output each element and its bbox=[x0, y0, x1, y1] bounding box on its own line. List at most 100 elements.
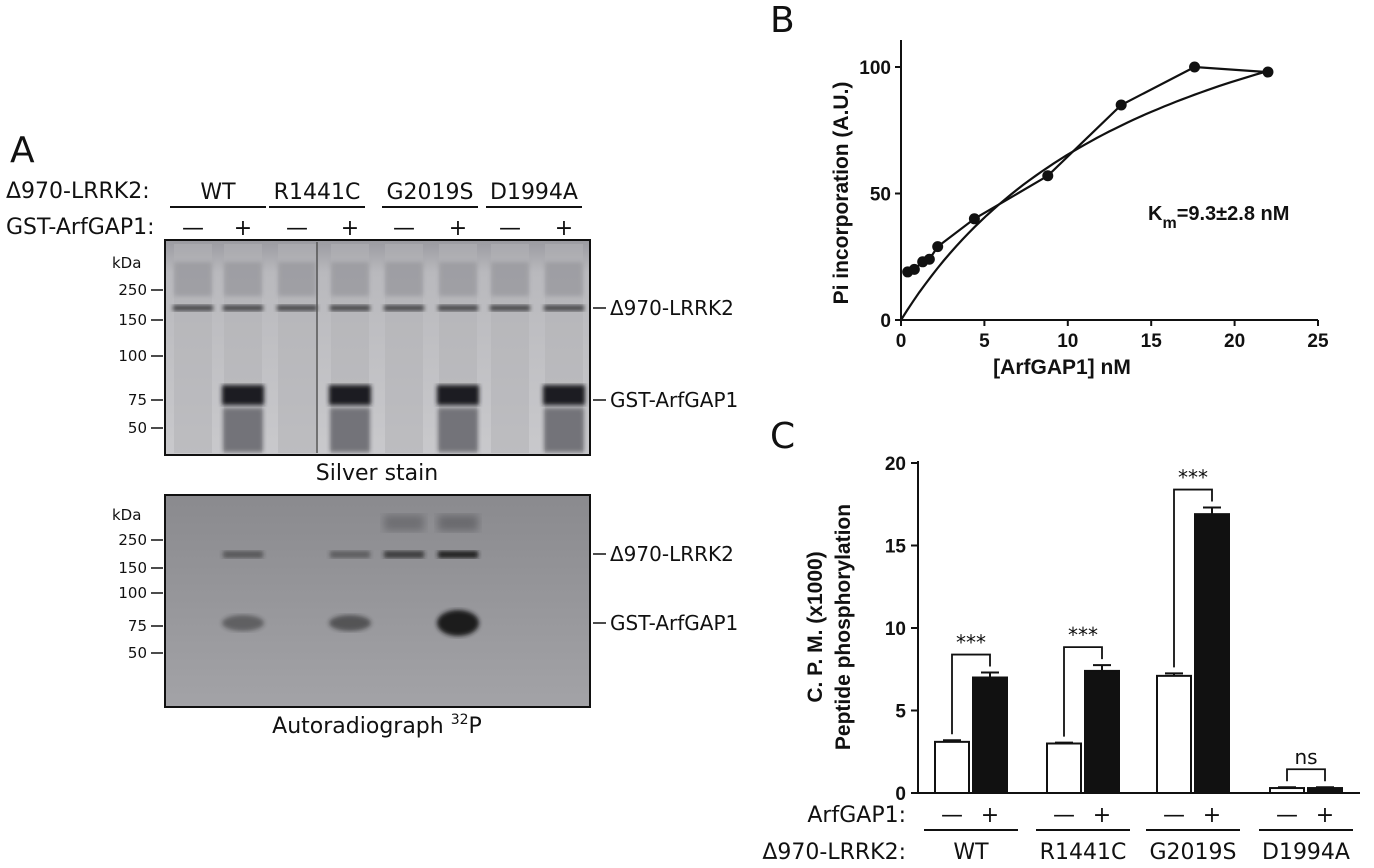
b-connecting-line bbox=[907, 65, 1269, 273]
c-bar-g2019s-minus bbox=[1156, 674, 1192, 794]
silver-band-smear-low bbox=[438, 408, 478, 452]
silver-band-smear-low bbox=[223, 408, 263, 452]
silver-smear bbox=[174, 262, 212, 296]
km-value: =9.3±2.8 nM bbox=[1177, 203, 1290, 225]
lane-plus-sign: + bbox=[449, 216, 467, 241]
auto-kda-label: kDa bbox=[112, 506, 141, 524]
mw-marker-75: 75 bbox=[128, 391, 147, 409]
b-data-point bbox=[923, 253, 935, 265]
c-significance-bracket bbox=[1286, 768, 1326, 782]
silver-gap-band-label: GST-ArfGAP1 bbox=[610, 388, 738, 412]
silver-band-lrrk2 bbox=[490, 305, 530, 311]
auto-band-lrrk2 bbox=[330, 551, 370, 558]
c-group-label-wt: WT bbox=[953, 840, 989, 865]
silver-kda-label: kDa bbox=[112, 254, 141, 272]
panel-c-letter: C bbox=[770, 416, 795, 457]
km-k: K bbox=[1148, 203, 1163, 225]
panel-c-bars bbox=[934, 506, 1343, 795]
silver-band-gst-arfgap1 bbox=[437, 385, 479, 405]
panel-b-fit-curve bbox=[900, 69, 1269, 321]
c-bar-wt-plus bbox=[972, 676, 1008, 794]
c-significance-label: *** bbox=[956, 631, 986, 655]
b-x-tick-label: 10 bbox=[1057, 331, 1078, 352]
group-header-d1994a: D1994A bbox=[490, 180, 578, 205]
group-header-wt: WT bbox=[200, 180, 236, 205]
silver-band-lrrk2 bbox=[277, 305, 317, 311]
b-data-point bbox=[932, 241, 944, 253]
lane-plus-sign: + bbox=[234, 216, 252, 241]
silver-band-lrrk2 bbox=[330, 305, 370, 311]
lane-signs: — + — + — + — + bbox=[182, 216, 573, 241]
gst-arfgap1-row-label: GST-ArfGAP1: bbox=[6, 215, 155, 240]
km-annotation: Km=9.3±2.8 nM bbox=[1148, 203, 1289, 232]
c-significance-label: *** bbox=[1178, 466, 1208, 490]
panel-c-lrrk2-row-label: Δ970-LRRK2: bbox=[762, 840, 906, 865]
lane-minus-sign: — bbox=[286, 216, 308, 241]
b-y-tick-label: 50 bbox=[870, 185, 891, 206]
silver-lrrk2-band-label: Δ970-LRRK2 bbox=[610, 296, 734, 320]
auto-bands bbox=[222, 515, 479, 636]
c-plus-sign: + bbox=[1316, 803, 1334, 828]
auto-band-lrrk2 bbox=[384, 551, 424, 558]
silver-smear bbox=[491, 262, 529, 296]
silver-mw-markers: 250 150 100 75 50 bbox=[118, 281, 163, 437]
lrrk2-row-label: Δ970-LRRK2: bbox=[6, 179, 150, 204]
silver-band-smear-low bbox=[330, 408, 370, 452]
auto-gap-band-label: GST-ArfGAP1 bbox=[610, 611, 738, 635]
auto-band-gst-arfgap1 bbox=[222, 615, 264, 631]
c-plus-sign: + bbox=[1093, 803, 1111, 828]
silver-stain-gel bbox=[164, 239, 591, 456]
c-y-tick-label: 0 bbox=[895, 784, 906, 805]
silver-band-lrrk2 bbox=[544, 305, 584, 311]
c-y-tick-label: 15 bbox=[885, 537, 907, 558]
b-x-tick-label: 20 bbox=[1224, 331, 1245, 352]
c-y-tick-label: 5 bbox=[895, 702, 906, 723]
b-y-tick-label: 0 bbox=[880, 311, 891, 332]
auto-caption-element: P bbox=[469, 714, 482, 739]
auto-band-upper bbox=[438, 515, 478, 531]
panel-c-significance: *** *** *** ns bbox=[951, 466, 1326, 782]
c-plus-sign: + bbox=[981, 803, 999, 828]
km-sub: m bbox=[1162, 215, 1176, 232]
c-minus-sign: — bbox=[1053, 803, 1075, 828]
c-significance-bracket bbox=[951, 653, 991, 735]
auto-caption-text: Autoradiograph bbox=[272, 714, 451, 739]
panel-b: B 0 5 10 15 20 25 0 50 100 [ArfGAP1] nM Pi incor… bbox=[770, 0, 1329, 379]
b-x-tick-label: 25 bbox=[1307, 331, 1329, 352]
silver-smear bbox=[331, 262, 369, 296]
lane-minus-sign: — bbox=[393, 216, 415, 241]
auto-band-upper bbox=[384, 515, 424, 531]
mw-marker-250: 250 bbox=[118, 531, 147, 549]
c-bar-d1994a-plus bbox=[1307, 787, 1343, 794]
c-bar-r1441c-plus bbox=[1084, 669, 1120, 795]
c-minus-sign: — bbox=[1163, 803, 1185, 828]
c-minus-sign: — bbox=[941, 803, 963, 828]
b-data-point bbox=[1115, 99, 1127, 111]
lane-minus-sign: — bbox=[182, 216, 204, 241]
panel-b-axes: 0 5 10 15 20 25 0 50 100 bbox=[859, 40, 1329, 352]
autoradiograph-gel bbox=[164, 494, 591, 708]
panel-a: A Δ970-LRRK2: GST-ArfGAP1: WT R1441C G2019… bbox=[6, 130, 738, 739]
silver-smear bbox=[278, 262, 316, 296]
silver-band-lrrk2 bbox=[173, 305, 213, 311]
b-data-point bbox=[908, 263, 920, 275]
mw-marker-100: 100 bbox=[118, 347, 147, 365]
c-bar-r1441c-minus bbox=[1046, 742, 1082, 794]
silver-smear bbox=[224, 262, 262, 296]
mw-marker-150: 150 bbox=[118, 311, 147, 329]
b-data-point bbox=[968, 213, 980, 225]
c-group-label-r1441c: R1441C bbox=[1040, 840, 1127, 865]
panel-b-ylabel: Pi incorporation (A.U.) bbox=[830, 82, 853, 305]
c-group-label-g2019s: G2019S bbox=[1149, 840, 1236, 865]
c-bar-g2019s-plus bbox=[1194, 513, 1230, 795]
c-minus-sign: — bbox=[1276, 803, 1298, 828]
panel-b-xlabel: [ArfGAP1] nM bbox=[993, 356, 1131, 379]
silver-bands bbox=[173, 244, 585, 453]
mw-marker-75: 75 bbox=[128, 617, 147, 635]
silver-band-smear-low bbox=[544, 408, 584, 452]
auto-lrrk2-band-label: Δ970-LRRK2 bbox=[610, 542, 734, 566]
b-x-tick-label: 15 bbox=[1141, 331, 1163, 352]
panel-c-ylabel-line2: Peptide phosphorylation bbox=[832, 504, 855, 750]
auto-band-lrrk2 bbox=[223, 551, 263, 558]
